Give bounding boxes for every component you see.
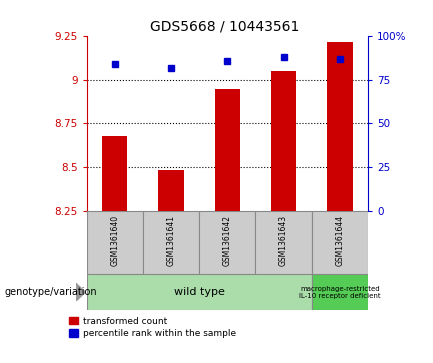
Text: wild type: wild type bbox=[174, 287, 225, 297]
Bar bbox=[143, 211, 199, 274]
Text: GSM1361640: GSM1361640 bbox=[110, 215, 119, 266]
Bar bbox=[87, 274, 312, 310]
Text: genotype/variation: genotype/variation bbox=[4, 287, 97, 297]
Text: GSM1361643: GSM1361643 bbox=[279, 215, 288, 266]
Bar bbox=[87, 211, 143, 274]
Polygon shape bbox=[76, 283, 85, 301]
Bar bbox=[215, 89, 240, 211]
Bar bbox=[271, 71, 296, 211]
Text: macrophage-restricted
IL-10 receptor deficient: macrophage-restricted IL-10 receptor def… bbox=[299, 286, 381, 299]
Bar bbox=[312, 211, 368, 274]
Bar bbox=[312, 274, 368, 310]
Bar bbox=[255, 211, 312, 274]
Text: GDS5668 / 10443561: GDS5668 / 10443561 bbox=[151, 20, 300, 34]
Text: GSM1361642: GSM1361642 bbox=[223, 215, 232, 266]
Legend: transformed count, percentile rank within the sample: transformed count, percentile rank withi… bbox=[69, 317, 236, 338]
Text: GSM1361644: GSM1361644 bbox=[336, 215, 344, 266]
Bar bbox=[102, 136, 127, 211]
Bar bbox=[199, 211, 255, 274]
Bar bbox=[158, 171, 184, 211]
Text: GSM1361641: GSM1361641 bbox=[167, 215, 175, 266]
Bar bbox=[327, 41, 352, 211]
